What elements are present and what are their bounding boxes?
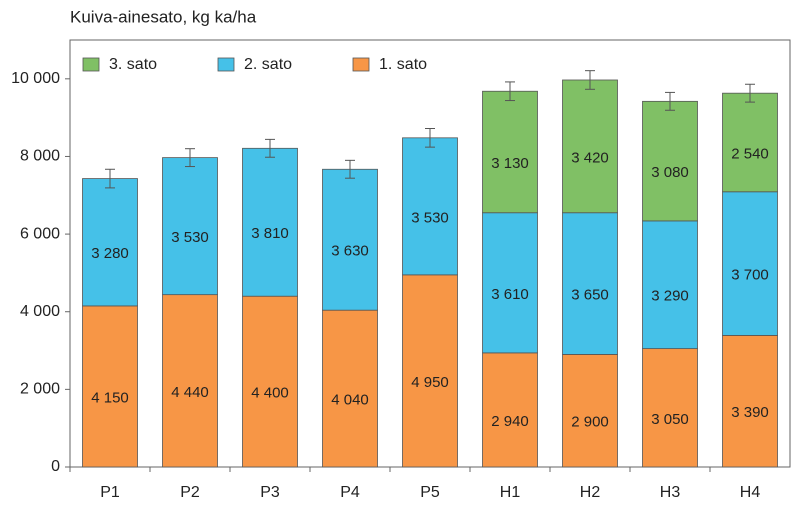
bar-segment — [162, 157, 218, 296]
error-bar — [505, 81, 515, 102]
value-label: 3 080 — [651, 164, 689, 181]
legend-swatch — [217, 57, 235, 72]
bar-segment — [82, 178, 138, 307]
chart-title: Kuiva-ainesato, kg ka/ha — [70, 7, 257, 26]
y-tick-label: 8 000 — [20, 148, 60, 165]
y-tick-label: 0 — [51, 458, 60, 475]
value-label: 3 050 — [651, 411, 689, 428]
bar-segment — [722, 191, 778, 336]
bar-segment — [322, 309, 378, 468]
bar-segment — [722, 335, 778, 468]
error-bar — [105, 168, 115, 189]
value-label: 4 440 — [171, 384, 209, 401]
value-label: 3 390 — [731, 404, 769, 421]
bar-segment — [242, 295, 298, 468]
value-label: 3 700 — [731, 267, 769, 284]
error-bar — [665, 91, 675, 111]
value-label: 3 610 — [491, 286, 529, 303]
bar-segment — [642, 348, 698, 468]
value-label: 2 540 — [731, 145, 769, 162]
value-label: 3 530 — [411, 209, 449, 226]
legend-swatch — [352, 57, 370, 72]
error-bar — [345, 159, 355, 179]
value-label: 4 950 — [411, 374, 449, 391]
bar-segment — [562, 354, 618, 468]
x-tick-label: P2 — [180, 484, 200, 501]
bar-segment — [482, 352, 538, 468]
bar-segment — [482, 212, 538, 354]
x-tick-label: P3 — [260, 484, 280, 501]
value-label: 4 400 — [251, 385, 289, 402]
bar-segment — [402, 274, 458, 468]
value-label: 3 290 — [651, 288, 689, 305]
y-tick-label: 6 000 — [20, 225, 60, 242]
bar-segment — [162, 294, 218, 468]
bar-segment — [322, 168, 378, 311]
bar-segment — [482, 90, 538, 214]
value-label: 4 040 — [331, 392, 369, 409]
legend-swatch — [82, 57, 100, 72]
value-label: 2 900 — [571, 414, 609, 431]
x-tick-label: H4 — [740, 484, 761, 501]
value-label: 2 940 — [491, 413, 529, 430]
value-label: 3 530 — [171, 229, 209, 246]
value-label: 3 420 — [571, 149, 609, 166]
value-label: 4 150 — [91, 389, 129, 406]
error-bar — [185, 148, 195, 168]
x-tick-label: H3 — [660, 484, 681, 501]
x-tick-label: H2 — [580, 484, 601, 501]
error-bar — [265, 138, 275, 158]
y-tick-label: 10 000 — [11, 70, 60, 87]
legend-label: 2. sato — [244, 56, 292, 73]
value-label: 3 630 — [331, 243, 369, 260]
value-label: 3 130 — [491, 155, 529, 172]
error-bar — [585, 70, 595, 90]
x-tick-label: P1 — [100, 484, 120, 501]
value-label: 3 280 — [91, 245, 129, 262]
bar-segment — [562, 212, 618, 355]
bar-segment — [562, 79, 618, 214]
error-bar — [745, 83, 755, 103]
error-bar — [425, 128, 435, 148]
bar-segment — [242, 147, 298, 297]
x-tick-label: P5 — [420, 484, 440, 501]
bar-segment — [722, 92, 778, 193]
value-label: 3 810 — [251, 225, 289, 242]
y-tick-label: 2 000 — [20, 381, 60, 398]
y-tick-label: 4 000 — [20, 303, 60, 320]
bar-segment — [642, 100, 698, 222]
legend-label: 3. sato — [109, 56, 157, 73]
x-tick-label: P4 — [340, 484, 360, 501]
bar-segment — [402, 137, 458, 276]
bar-segment — [82, 305, 138, 468]
value-label: 3 650 — [571, 287, 609, 304]
x-tick-label: H1 — [500, 484, 521, 501]
bar-segment — [642, 220, 698, 350]
legend-label: 1. sato — [379, 56, 427, 73]
